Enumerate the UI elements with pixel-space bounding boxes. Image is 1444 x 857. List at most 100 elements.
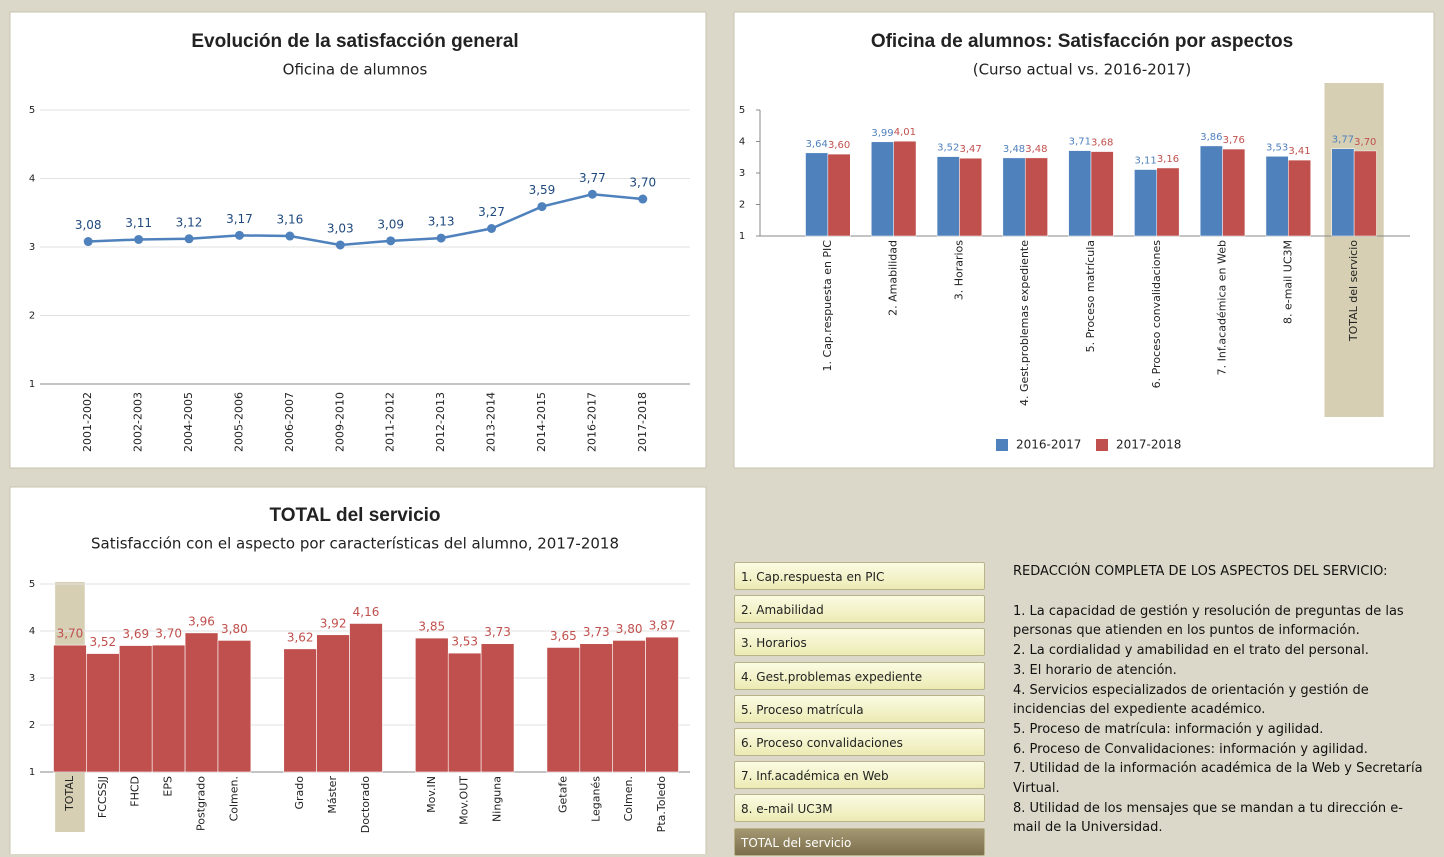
aspect-button[interactable]: 1. Cap.respuesta en PIC bbox=[734, 562, 985, 590]
aspect-button[interactable]: 3. Horarios bbox=[734, 628, 985, 657]
aspect-button[interactable]: 2. Amabilidad bbox=[734, 595, 985, 624]
x-tick-label: FCCSSJJ bbox=[96, 776, 109, 818]
legend-label: 2017-2018 bbox=[1116, 438, 1181, 452]
value-label: 3,27 bbox=[478, 205, 505, 219]
y-tick-label: 4 bbox=[29, 174, 35, 185]
value-label: 3,85 bbox=[418, 620, 445, 634]
point bbox=[335, 240, 345, 250]
y-tick-label: 1 bbox=[29, 767, 35, 778]
x-tick-label: 2016-2017 bbox=[585, 392, 598, 452]
bar bbox=[871, 141, 894, 237]
bar bbox=[579, 643, 614, 773]
value-label: 3,11 bbox=[125, 216, 152, 230]
bar bbox=[612, 640, 646, 773]
value-label: 3,53 bbox=[451, 635, 478, 649]
bar bbox=[316, 634, 350, 773]
chart-subtitle: (Curso actual vs. 2016-2017) bbox=[973, 61, 1192, 79]
bar bbox=[118, 645, 153, 773]
point bbox=[436, 233, 446, 243]
value-label: 3,68 bbox=[1091, 138, 1113, 149]
bar bbox=[1353, 150, 1377, 237]
value-label: 3,87 bbox=[649, 619, 676, 633]
legend-swatch bbox=[1096, 439, 1108, 451]
aspect-button[interactable]: 6. Proceso convalidaciones bbox=[734, 728, 985, 756]
bar bbox=[1134, 169, 1158, 237]
bar bbox=[184, 632, 219, 773]
value-label: 3,62 bbox=[287, 630, 314, 644]
x-tick-label: Grado bbox=[293, 776, 306, 810]
value-label: 3,70 bbox=[155, 627, 182, 641]
description-item: 5. Proceso de matrícula: información y a… bbox=[1013, 721, 1324, 737]
x-tick-label: 1. Cap.respuesta en PIC bbox=[821, 240, 834, 372]
value-label: 3,76 bbox=[1223, 135, 1245, 146]
point bbox=[134, 234, 144, 244]
y-tick-label: 2 bbox=[29, 720, 35, 731]
value-label: 3,08 bbox=[75, 218, 102, 232]
aspect-button[interactable]: TOTAL del servicio bbox=[734, 827, 985, 856]
point bbox=[638, 194, 648, 204]
point bbox=[234, 230, 244, 240]
description-item: 8. Utilidad de los mensajes que se manda… bbox=[1013, 800, 1403, 836]
point bbox=[285, 231, 295, 241]
bar bbox=[827, 153, 851, 237]
chart-subtitle: Satisfacción con el aspecto por caracter… bbox=[91, 535, 619, 553]
y-tick-label: 3 bbox=[29, 673, 35, 684]
value-label: 3,52 bbox=[937, 143, 959, 154]
value-label: 3,77 bbox=[579, 171, 606, 185]
point bbox=[587, 189, 597, 199]
value-label: 3,52 bbox=[89, 635, 116, 649]
legend-label: 2016-2017 bbox=[1016, 438, 1081, 452]
value-label: 3,86 bbox=[1200, 132, 1222, 143]
value-label: 3,96 bbox=[188, 614, 215, 628]
value-label: 3,99 bbox=[871, 128, 893, 139]
x-tick-label: EPS bbox=[162, 776, 175, 797]
x-tick-label: Colmen. bbox=[622, 776, 635, 821]
x-tick-label: TOTAL del servicio bbox=[1347, 240, 1360, 342]
x-tick-label: Máster bbox=[326, 776, 339, 814]
value-label: 3,12 bbox=[176, 215, 203, 229]
value-label: 3,71 bbox=[1069, 137, 1091, 148]
x-tick-label: Pta.Toledo bbox=[655, 776, 668, 833]
x-tick-label: FHCD bbox=[129, 776, 142, 807]
value-label: 3,92 bbox=[320, 616, 347, 630]
bar bbox=[936, 156, 960, 237]
x-tick-label: TOTAL bbox=[63, 775, 76, 812]
x-tick-label: 2009-2010 bbox=[333, 392, 346, 452]
y-tick-label: 5 bbox=[739, 105, 745, 116]
y-tick-label: 4 bbox=[29, 626, 35, 637]
description-item: 2. La cordialidad y amabilidad en el tra… bbox=[1013, 643, 1369, 659]
bar bbox=[959, 157, 983, 237]
aspect-button[interactable]: 5. Proceso matrícula bbox=[734, 694, 985, 723]
value-label: 3,03 bbox=[327, 221, 354, 235]
bar bbox=[1288, 159, 1311, 237]
bar bbox=[1156, 167, 1180, 237]
bar bbox=[217, 640, 252, 773]
description: REDACCIÓN COMPLETA DE LOS ASPECTOS DEL S… bbox=[1013, 562, 1428, 838]
value-label: 3,77 bbox=[1332, 135, 1354, 146]
value-label: 3,16 bbox=[1157, 154, 1179, 165]
aspect-button[interactable]: 8. e-mail UC3M bbox=[734, 794, 985, 823]
x-tick-label: Getafe bbox=[556, 776, 569, 813]
bar bbox=[86, 653, 120, 773]
x-tick-label: 2014-2015 bbox=[535, 392, 548, 452]
description-item: 7. Utilidad de la información académica … bbox=[1013, 761, 1423, 797]
description-item: 4. Servicios especializados de orientaci… bbox=[1013, 682, 1369, 718]
point bbox=[487, 224, 497, 234]
bar bbox=[151, 644, 186, 773]
value-label: 4,01 bbox=[894, 127, 916, 138]
y-tick-label: 2 bbox=[739, 200, 745, 211]
value-label: 3,16 bbox=[277, 213, 304, 227]
line bbox=[88, 192, 643, 247]
bar bbox=[893, 140, 917, 237]
aspect-button[interactable]: 4. Gest.problemas expediente bbox=[734, 661, 985, 690]
panel bbox=[733, 11, 1435, 469]
x-tick-label: 2002-2003 bbox=[132, 392, 145, 452]
x-tick-label: 2011-2012 bbox=[384, 392, 397, 452]
bar bbox=[53, 644, 87, 773]
x-tick-label: 2. Amabilidad bbox=[887, 240, 900, 316]
chart-title: Evolución de la satisfacción general bbox=[191, 31, 518, 52]
y-tick-label: 5 bbox=[29, 105, 35, 116]
bar bbox=[415, 637, 449, 773]
aspect-button[interactable]: 7. Inf.académica en Web bbox=[734, 761, 985, 790]
